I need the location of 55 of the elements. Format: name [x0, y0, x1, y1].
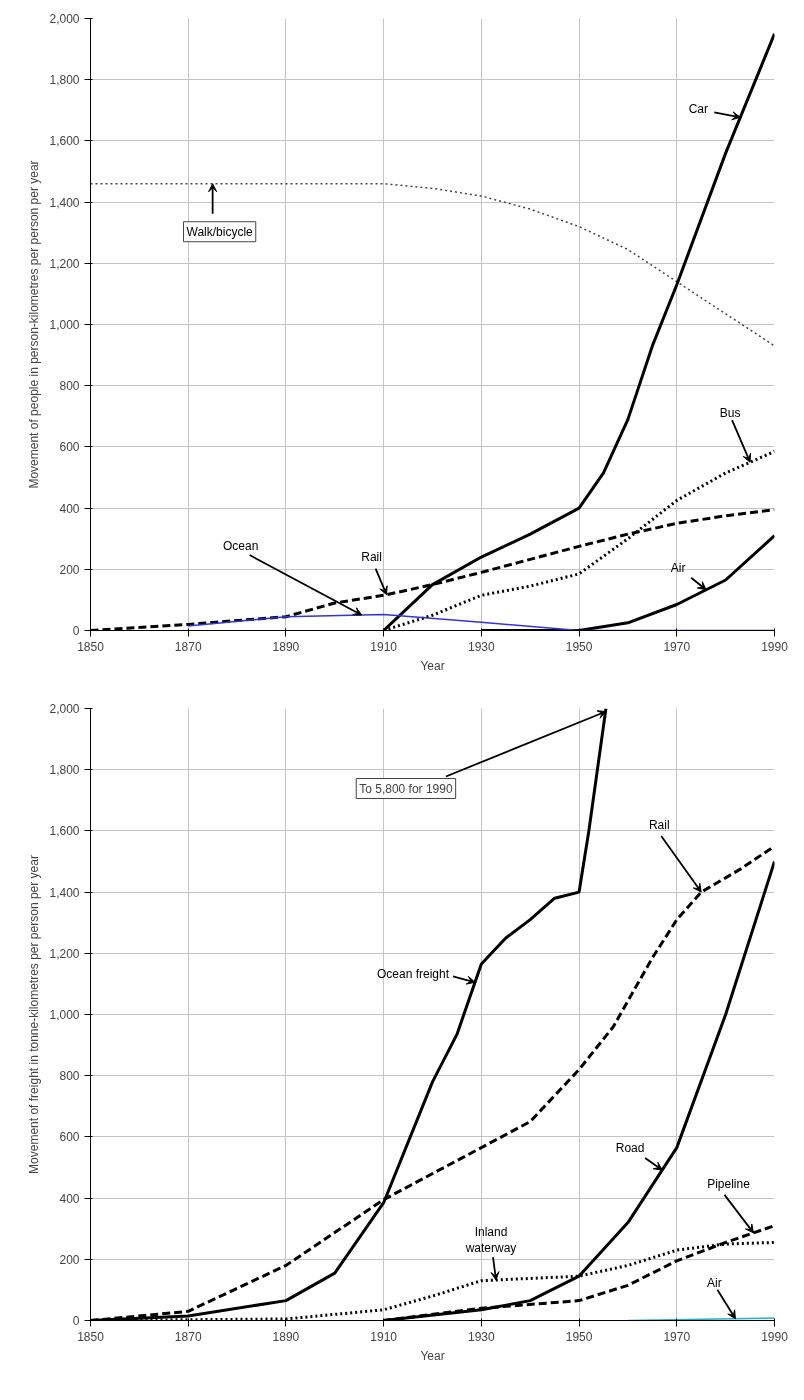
legend-label: Car: [688, 102, 708, 117]
y-tick-label: 1,400: [49, 195, 80, 210]
y-tick-label: 1,600: [49, 134, 80, 149]
y-axis-title: Movement of people in person-kilometres per person per year: [27, 160, 42, 489]
x-tick-label: 1970: [663, 1329, 691, 1344]
y-tick-label: 200: [59, 562, 80, 577]
x-tick-label: 1970: [663, 639, 691, 654]
series-label: Inland waterway: [464, 1224, 517, 1256]
annotation: To 5,800 for 1990: [359, 781, 453, 796]
legend-label: Ocean freight: [376, 967, 450, 982]
y-tick-label: 1,000: [49, 318, 80, 332]
text: Bus: [719, 406, 741, 421]
x-tick-label: 1910: [370, 1329, 398, 1344]
x-tick-label: 1990: [761, 639, 789, 654]
x-tick-label: 1950: [565, 1329, 593, 1344]
x-tick-label: 1890: [272, 1329, 300, 1344]
y-tick-label: 600: [59, 440, 80, 455]
x-tick-label: 1930: [468, 1329, 496, 1344]
y-tick-label: 1,000: [49, 1008, 80, 1022]
x-tick-label: 1870: [174, 639, 202, 654]
y-tick-label: 600: [59, 1130, 80, 1145]
y-tick-label: 1,800: [49, 763, 80, 778]
text: Pipeline: [707, 1176, 751, 1191]
y-tick-label: 800: [59, 379, 80, 394]
y-tick-label: 200: [59, 1252, 80, 1267]
y-tick-label: 0: [72, 1314, 80, 1328]
x-tick-label: 1930: [468, 639, 496, 654]
text: Rail: [361, 549, 382, 564]
x-axis-title: Year: [420, 1348, 445, 1363]
y-tick-label: 400: [59, 1191, 80, 1206]
y-tick-label: 1,600: [49, 824, 80, 839]
text: Ocean: [222, 539, 259, 554]
y-tick-label: 400: [59, 501, 80, 516]
text: Rail: [648, 818, 670, 833]
y-tick-label: 2,000: [49, 702, 80, 716]
text: Air: [707, 1275, 722, 1290]
x-tick-label: 1850: [77, 1329, 105, 1344]
y-tick-label: 1,200: [49, 256, 80, 271]
x-tick-label: 1910: [370, 639, 398, 654]
x-tick-label: 1950: [565, 639, 593, 654]
x-tick-label: 1890: [272, 639, 300, 654]
text: Walk/bicycle: [186, 224, 254, 239]
x-tick-label: 1870: [174, 1329, 202, 1344]
y-tick-label: 1,200: [49, 946, 80, 961]
y-tick-label: 2,000: [49, 12, 80, 26]
series-label: Air: [670, 560, 686, 575]
y-tick-label: 0: [72, 624, 80, 638]
x-tick-label: 1990: [761, 1329, 789, 1344]
x-axis-title: Year: [420, 658, 445, 673]
y-tick-label: 1,800: [49, 73, 80, 88]
y-tick-label: 1,400: [49, 885, 80, 900]
x-tick-label: 1850: [77, 639, 105, 654]
y-axis-title: Movement of freight in tonne-kilometres per person per year: [27, 855, 42, 1174]
y-tick-label: 800: [59, 1069, 80, 1084]
series-label: Road: [615, 1141, 645, 1156]
